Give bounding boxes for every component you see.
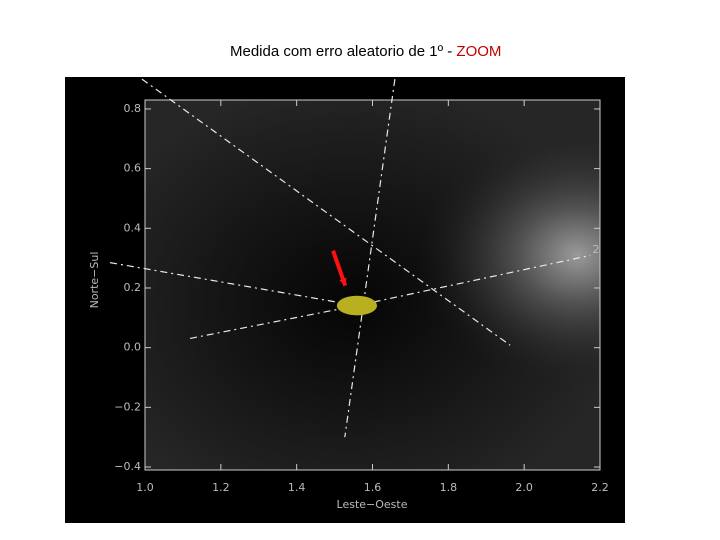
title-highlight: ZOOM — [456, 43, 501, 60]
error-ellipse — [336, 295, 378, 316]
annotation: 2 — [593, 243, 600, 256]
y-tick-label: −0.4 — [114, 460, 141, 473]
field-glow — [145, 100, 600, 470]
y-tick-label: 0.4 — [124, 221, 142, 234]
dashed-line — [356, 254, 591, 307]
x-tick-label: 1.8 — [440, 481, 458, 494]
x-tick-label: 1.6 — [364, 481, 382, 494]
arrow-head — [339, 277, 347, 286]
x-tick-label: 2.2 — [591, 481, 609, 494]
y-tick-label: 0.8 — [124, 102, 142, 115]
y-tick-label: −0.2 — [114, 400, 141, 413]
dashed-line — [141, 78, 511, 346]
x-axis-label: Leste−Oeste — [337, 498, 408, 511]
y-axis-label: Norte−Sul — [88, 252, 101, 309]
dashed-line — [344, 79, 396, 438]
x-tick-label: 1.2 — [212, 481, 230, 494]
dashed-line — [190, 304, 358, 340]
dashed-line — [110, 262, 358, 307]
x-tick-label: 1.4 — [288, 481, 306, 494]
y-tick-label: 0.6 — [124, 162, 142, 175]
x-tick-label: 1.0 — [136, 481, 154, 494]
title-text: Medida com erro aleatorio de 1º - — [230, 43, 456, 60]
title: Medida com erro aleatorio de 1º - ZOOM — [230, 43, 501, 60]
y-tick-label: 0.0 — [124, 341, 142, 354]
y-tick-label: 0.2 — [124, 281, 142, 294]
x-tick-label: 2.0 — [515, 481, 533, 494]
